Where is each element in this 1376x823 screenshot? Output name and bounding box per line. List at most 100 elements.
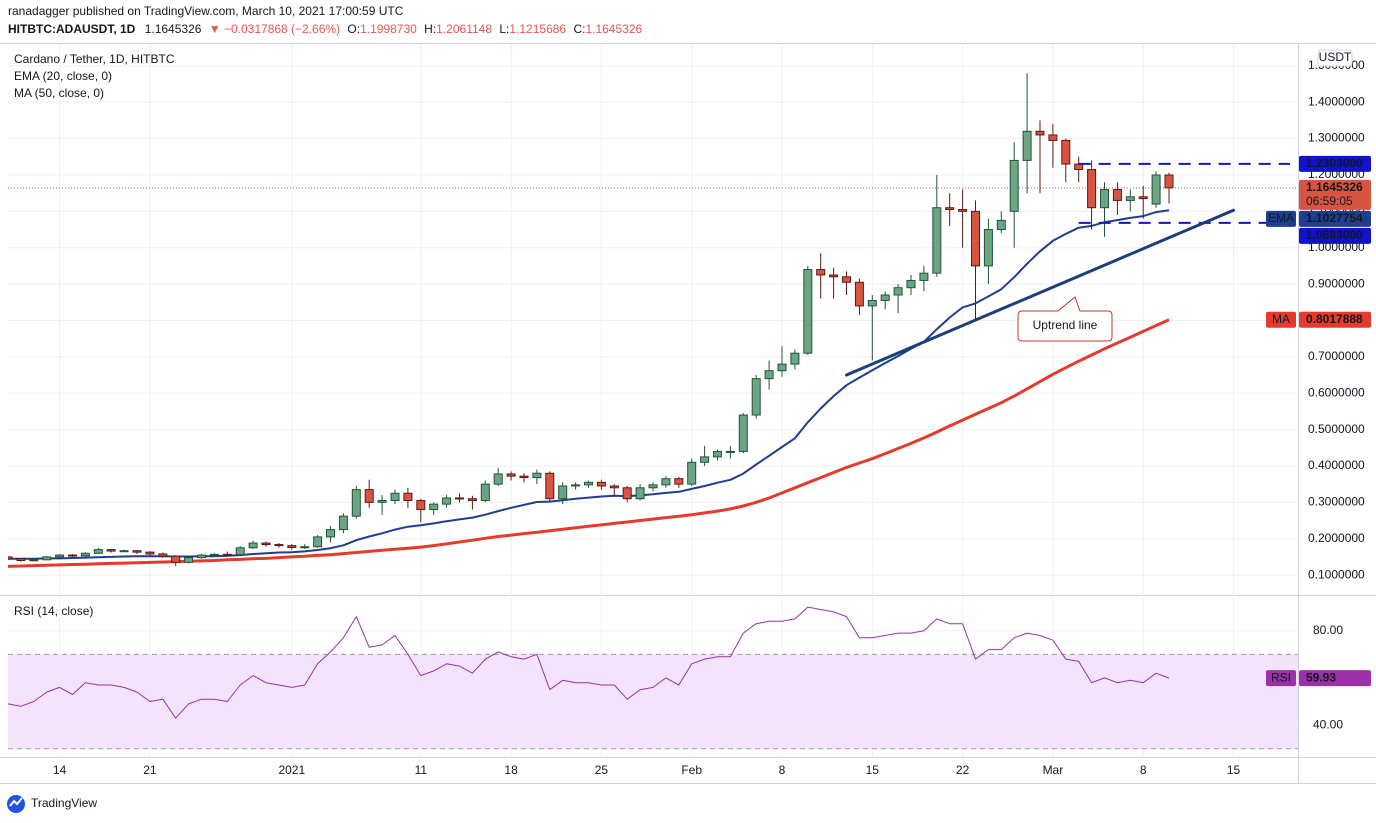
candle-body — [506, 473, 516, 477]
plot — [8, 73, 1298, 568]
candle-body — [661, 478, 671, 486]
symbol: HITBTC:ADAUSDT, 1D — [8, 22, 136, 36]
y-tick-label: 0.7000000 — [1308, 349, 1365, 363]
candle-body — [171, 555, 181, 563]
tag-badge — [1266, 210, 1296, 227]
y-tick-label: 0.3000000 — [1308, 495, 1365, 509]
ohlc-key: L: — [499, 22, 509, 36]
candle-body — [880, 294, 890, 301]
candle-body — [132, 550, 142, 553]
candle-body — [532, 472, 542, 479]
candle-body — [1022, 130, 1032, 161]
candle-body — [300, 546, 310, 549]
candle-body — [958, 209, 968, 212]
x-tick-label: 22 — [956, 763, 970, 777]
price-tag-label: 0.8017888 — [1306, 312, 1363, 326]
candle-body — [1048, 134, 1058, 141]
candle-body — [1138, 196, 1148, 200]
y-tick-label: 0.1000000 — [1308, 567, 1365, 581]
candle-body — [429, 503, 439, 511]
candle-body — [571, 484, 581, 487]
y-tick-label: 1.4000000 — [1308, 94, 1365, 108]
candle-body — [68, 554, 77, 557]
candle-body — [996, 219, 1006, 231]
candle-body — [983, 229, 993, 267]
candle-body — [713, 450, 722, 458]
ohlc-value: 1.1998730 — [360, 22, 417, 36]
candle-body — [222, 553, 232, 556]
x-tick-label: 15 — [866, 763, 880, 777]
candle-body — [119, 550, 129, 553]
x-tick-label: 18 — [504, 763, 518, 777]
candle-body — [467, 498, 477, 502]
candle-body — [209, 553, 219, 556]
candle-body — [1009, 159, 1019, 212]
candle-body — [945, 207, 955, 211]
candle-body — [158, 553, 168, 557]
tag-badge-label: EMA — [1268, 211, 1294, 225]
candle-body — [364, 489, 374, 503]
candle-body — [867, 299, 877, 307]
candle-body — [893, 287, 903, 296]
candle-body — [42, 556, 52, 561]
price-tag — [1299, 670, 1371, 687]
candle-body — [261, 542, 271, 546]
symbol-line: HITBTC:ADAUSDT, 1D 1.1645326 ▼ −0.031786… — [8, 22, 643, 36]
legend-entry: EMA (20, close, 0) — [14, 69, 112, 83]
countdown: 06:59:05 — [1306, 194, 1353, 208]
chart-title: Cardano / Tether, 1D, HITBTC — [14, 52, 175, 66]
candle-body — [971, 210, 980, 267]
rsi-title: RSI (14, close) — [14, 604, 93, 618]
candle-body — [829, 274, 839, 278]
candle-body — [919, 272, 929, 281]
x-tick-label: 8 — [1140, 763, 1147, 777]
y-tick-label: 40.00 — [1313, 717, 1343, 731]
price-tag-label: 1.1027754 — [1306, 211, 1363, 225]
candle-body — [274, 544, 284, 547]
candle-body — [106, 549, 116, 552]
trend-line — [845, 208, 1235, 377]
y-tick-label: 0.2000000 — [1308, 531, 1365, 545]
candle-body — [932, 207, 942, 274]
price-tag — [1299, 179, 1371, 210]
candle-body — [55, 554, 65, 558]
candle-body — [635, 487, 645, 500]
candle-body — [906, 279, 916, 289]
callout — [1017, 296, 1113, 342]
candle-body — [854, 281, 864, 307]
rsi-band — [8, 654, 1298, 749]
y-tick-label: 0.5000000 — [1308, 422, 1365, 436]
y-tick-label: 0.4000000 — [1308, 458, 1365, 472]
candle-body — [1035, 130, 1045, 136]
candle-body — [674, 478, 684, 485]
candle-body — [390, 492, 400, 502]
candle-body — [725, 450, 735, 453]
candle-body — [764, 370, 774, 380]
candle-body — [197, 554, 206, 559]
candle-body — [1112, 189, 1122, 201]
publisher: ranadagger published on TradingView.com,… — [8, 4, 404, 18]
candle-body — [248, 542, 258, 549]
candle-body — [480, 483, 490, 502]
legend-entry: MA (50, close, 0) — [14, 86, 104, 100]
x-tick-label: Mar — [1043, 763, 1064, 777]
tag-badge-label: MA — [1272, 312, 1290, 326]
price-tag-label: 1.0683000 — [1306, 228, 1363, 242]
ohlc-key: H: — [424, 22, 436, 36]
candle-body — [648, 484, 658, 489]
candle-body — [1164, 174, 1174, 189]
ohlc-value: 1.2061148 — [436, 22, 492, 36]
candle-body — [700, 456, 710, 463]
tag-badge — [1266, 670, 1296, 687]
annotation-label: Uptrend line — [1033, 318, 1098, 332]
tag-badge-label: RSI — [1271, 670, 1291, 684]
candle-body — [287, 545, 297, 548]
series-line — [8, 318, 1170, 568]
candle-body — [416, 500, 426, 511]
y-tick-label: 80.00 — [1313, 623, 1343, 637]
change: ▼ −0.0317868 (−2.66%) — [209, 22, 340, 36]
candle-body — [403, 492, 413, 502]
candle-body — [558, 485, 568, 500]
candle-body — [803, 269, 813, 354]
